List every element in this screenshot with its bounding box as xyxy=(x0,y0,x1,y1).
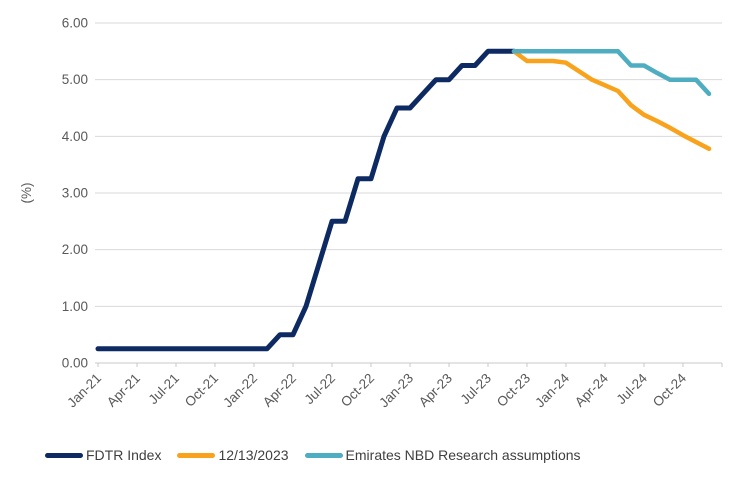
x-tick-label: Apr-23 xyxy=(416,371,455,410)
x-tick-label: Jul-24 xyxy=(614,370,651,407)
x-tick-label: Jul-23 xyxy=(458,371,495,408)
enbd-assumptions-line-swatch xyxy=(304,452,343,458)
x-tick-label: Oct-22 xyxy=(338,371,377,410)
x-tick-label: Jan-24 xyxy=(532,370,572,410)
y-tick-label: 0.00 xyxy=(62,356,88,371)
legend-item-market-implied: 12/13/2023 xyxy=(177,447,289,463)
y-tick-label: 3.00 xyxy=(62,185,88,200)
series-line-market-implied-12-13-2023 xyxy=(511,49,712,152)
x-tick-label: Jan-22 xyxy=(220,371,260,411)
plot-area: 0.001.002.003.004.005.006.00(%)Jan-21 Apr… xyxy=(19,15,723,411)
x-tick-label: Jan-23 xyxy=(376,371,416,411)
y-tick-label: 2.00 xyxy=(62,242,88,257)
y-tick-label: 5.00 xyxy=(62,72,88,87)
y-tick-label: 6.00 xyxy=(62,15,88,30)
legend-label-market-implied: 12/13/2023 xyxy=(218,447,289,463)
x-tick-label: Oct-23 xyxy=(494,371,533,410)
x-tick-label: Oct-21 xyxy=(182,371,221,410)
x-tick-label: Apr-22 xyxy=(260,371,299,410)
legend-label-fdtr-index: FDTR Index xyxy=(86,447,162,463)
y-tick-label: 1.00 xyxy=(62,299,88,314)
y-tick-label: 4.00 xyxy=(62,129,88,144)
y-axis-title: (%) xyxy=(19,183,34,204)
chart-legend: FDTR Index 12/13/2023 Emirates NBD Resea… xyxy=(45,447,581,463)
x-tick-label: Jan-21 xyxy=(64,371,104,411)
market-implied-line-swatch xyxy=(177,452,216,458)
x-tick-label: Oct-24 xyxy=(650,370,690,410)
x-tick-label: Apr-24 xyxy=(572,370,612,410)
fdtr-index-line-swatch xyxy=(45,452,83,458)
series-line-fdtr-index xyxy=(95,48,517,352)
x-tick-label: Apr-21 xyxy=(104,371,143,410)
x-tick-label: Jul-21 xyxy=(146,371,183,408)
series-line-enbd-research-assumptions xyxy=(511,49,712,97)
legend-item-enbd-assumptions: Emirates NBD Research assumptions xyxy=(304,447,581,463)
legend-label-enbd-assumptions: Emirates NBD Research assumptions xyxy=(345,447,581,463)
x-tick-label: Jul-22 xyxy=(302,371,339,408)
legend-item-fdtr-index: FDTR Index xyxy=(45,447,161,463)
